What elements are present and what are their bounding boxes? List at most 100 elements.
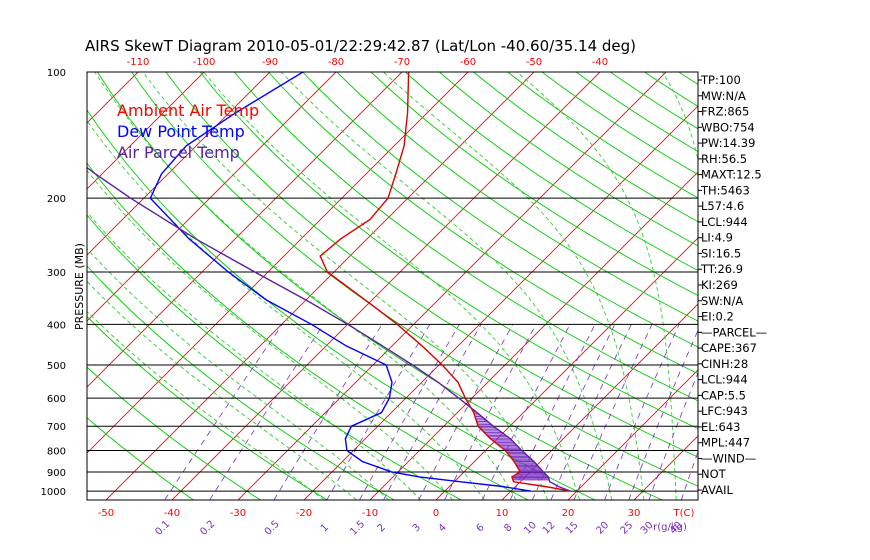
side-panel-value: AVAIL [701,483,734,497]
isotherm-line [303,105,698,500]
side-panel-value: SW:N/A [701,294,743,308]
side-panel-value: KI:269 [701,278,738,292]
side-panel-value: LFC:943 [701,404,748,418]
mixing-ratio-line [273,324,383,500]
cape-hatch [473,411,550,481]
dry-adiabat-line [404,72,698,271]
pressure-tick-label: 200 [47,194,66,205]
pressure-tick-label: 500 [47,361,66,372]
top-temperature-tick-label: -80 [328,57,344,68]
mixing-ratio-tick-label: 8 [502,522,514,534]
grid-layer [0,72,870,500]
ambient-air-temp-line [319,72,571,492]
side-panel-value: EI:0.2 [701,310,734,324]
isotherm-line [766,72,870,500]
y-axis-label: PRESSURE (MB) [73,243,86,330]
moist-adiabat-line [382,72,645,500]
side-panel-value: PW:14.39 [701,136,755,150]
mixing-ratio-tick-label: 6 [474,522,486,534]
mixing-ratio-line [648,372,698,500]
side-panel-value: LCL:944 [701,215,748,229]
legend: Ambient Air Temp Dew Point Temp Air Parcel… [117,101,259,162]
legend-entry: Air Parcel Temp [117,143,240,162]
top-temperature-tick-label: -90 [262,57,278,68]
top-temperature-tick-label: -110 [127,57,150,68]
side-panel-value: FRZ:865 [701,105,749,119]
mixing-ratio-line [418,324,514,500]
mixing-ratio-line [326,324,431,500]
dry-adiabat-line [199,72,698,430]
bottom-temperature-tick-label: 0 [433,508,439,519]
moist-adiabat-line [87,248,390,500]
mixing-ratio-line [509,324,596,500]
mixing-ratio-line [573,324,653,500]
side-panel-value: SI:16.5 [701,246,741,260]
side-panel-value: RH:56.5 [701,152,747,166]
dry-adiabat-line [87,315,328,500]
moist-adiabat-line [87,310,325,500]
dew-point-line [149,72,531,492]
dry-adiabat-line [507,72,698,199]
top-temperature-tick-label: -70 [394,57,410,68]
side-panel-value: WBO:754 [701,120,755,134]
dry-adiabat-line [87,109,596,500]
isotherm-line [105,72,535,500]
top-temperature-tick-label: -40 [592,57,608,68]
side-panel-value: LCL:944 [701,373,748,387]
side-panel-value: CAPE:367 [701,341,757,355]
dry-adiabat-line [268,72,698,375]
legend-entry: Dew Point Temp [117,122,245,141]
mixing-ratio-tick-label: 1 [319,522,331,534]
mixing-ratio-line [604,324,680,500]
bottom-temperature-tick-label: -30 [230,508,246,519]
moist-adiabat-line [203,72,581,500]
isotherm-line [87,72,337,322]
moist-adiabat-line [94,72,517,500]
side-panel-value: TP:100 [700,73,741,87]
mixing-ratio-tick-label: 3 [411,522,423,534]
side-panel-value: —WIND— [701,451,756,465]
top-temperature-tick-label: -100 [193,57,216,68]
pressure-tick-label: 300 [47,268,66,279]
mixing-ratio-line [444,324,537,500]
bottom-temperature-tick-label: -50 [98,508,114,519]
moist-adiabat-line [142,72,549,500]
side-panel-value: CAP:5.5 [701,388,746,402]
isotherm-line [87,72,403,388]
pressure-tick-label: 600 [47,394,66,405]
side-panel-value: MW:N/A [701,89,746,103]
mixing-ratio-tick-label: 4 [437,522,449,534]
x-axis-unit-label: T(C) [673,508,695,519]
top-temperature-tick-label: -60 [460,57,476,68]
isotherm-line [87,72,271,256]
dry-adiabat-line [336,72,698,322]
mixing-ratio-line [359,324,460,500]
sounding-lines [87,72,571,492]
mixing-ratio-tick-label: 10 [522,520,539,537]
mixing-ratio-unit-label: r(g/kg) [653,522,687,533]
side-panel-value: CINH:28 [701,357,748,371]
mixing-ratio-tick-label: 0.1 [153,519,172,538]
mixing-ratio-line [532,324,616,500]
mixing-ratio-line [164,324,283,500]
dry-adiabat-line [815,72,870,500]
pressure-tick-label: 700 [47,422,66,433]
legend-entry: Ambient Air Temp [117,101,259,120]
side-panel-value: —PARCEL— [701,325,767,339]
side-panel-value: NOT [701,467,727,481]
mixing-ratio-line [482,324,571,500]
pressure-tick-label: 900 [47,468,66,479]
dry-adiabat-line [541,72,698,176]
side-panel-value: MAXT:12.5 [701,168,762,182]
moist-adiabat-line [87,211,422,500]
pressure-tick-label: 400 [47,320,66,331]
isotherm-line [87,72,205,190]
bottom-temperature-tick-label: 10 [496,508,509,519]
mixing-ratio-tick-label: 0.2 [198,519,217,538]
air-parcel-line [87,166,571,492]
side-panel-value: LI:4.9 [701,231,733,245]
isotherm-line [0,72,6,500]
isotherm-line [832,72,870,500]
